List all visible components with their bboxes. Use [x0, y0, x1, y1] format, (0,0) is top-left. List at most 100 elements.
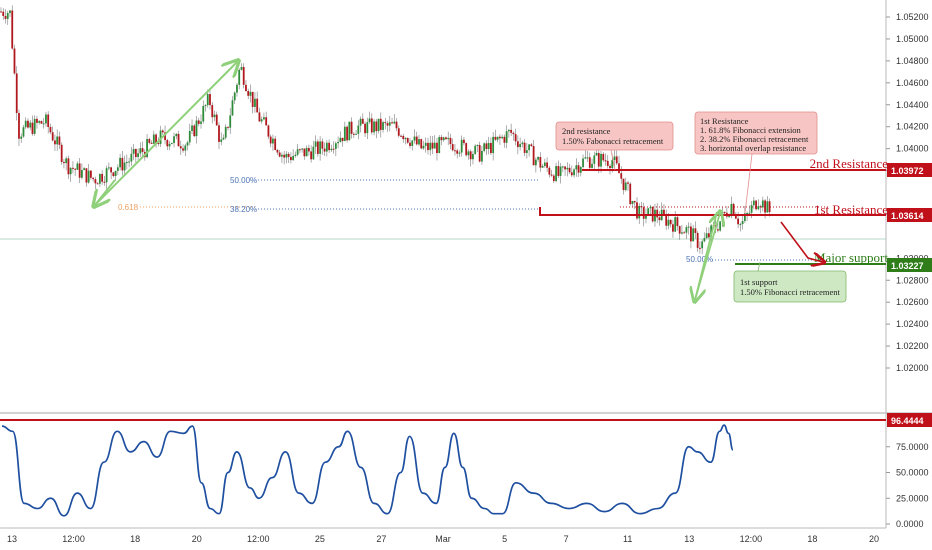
candle-body	[595, 152, 598, 156]
candle-body	[294, 154, 297, 156]
candle-body	[636, 202, 638, 219]
candle-body	[568, 167, 571, 173]
candle-body	[36, 118, 38, 123]
price-tick-label: 1.05200	[896, 12, 929, 22]
second-resistance-label: 2nd Resistance	[810, 156, 889, 171]
candle-body	[6, 13, 9, 19]
candle-body	[694, 228, 697, 233]
candle-body	[768, 201, 771, 213]
candle-body	[45, 114, 47, 124]
candle-body	[112, 172, 115, 177]
candle-body	[292, 155, 295, 161]
price-tick-label: 1.02600	[896, 297, 929, 307]
candle-body	[579, 167, 582, 173]
candle-body	[269, 136, 272, 144]
first-resistance-value: 1.03614	[891, 211, 924, 221]
candle-body	[139, 148, 142, 154]
candle-body	[730, 203, 733, 217]
candle-body	[69, 167, 72, 175]
candle-body	[631, 200, 634, 205]
candle-body	[427, 142, 429, 151]
candle-body	[721, 211, 724, 222]
svg-text:1.50% Fibonacci retracement: 1.50% Fibonacci retracement	[740, 287, 840, 297]
candle-body	[665, 214, 668, 226]
candle-body	[119, 157, 122, 168]
candle-body	[640, 206, 643, 208]
candle-body	[121, 157, 124, 171]
oscillator-level-value: 96.4444	[891, 416, 924, 426]
candle-body	[38, 121, 41, 123]
candle-body	[681, 232, 683, 234]
candle-body	[92, 177, 95, 180]
candle-body	[303, 148, 306, 157]
price-tick-label: 1.02200	[896, 341, 929, 351]
callout-second-resistance: 2nd resistance 1.50% Fabonacci retraceme…	[555, 121, 674, 171]
candle-body	[103, 181, 106, 183]
candle-body	[350, 121, 353, 134]
oscillator-axis-ticks: 75.0000 50.0000 25.0000 0.0000	[886, 442, 929, 529]
candle-body	[276, 149, 279, 153]
candle-body	[258, 112, 261, 122]
candle-body	[476, 144, 479, 146]
time-tick-label: 18	[130, 534, 140, 544]
projection-arrow-red	[780, 221, 823, 262]
candle-body	[267, 125, 270, 137]
candle-body	[584, 157, 587, 159]
candle-body	[705, 233, 708, 239]
candle-body	[314, 141, 317, 147]
candle-body	[402, 135, 405, 140]
candle-body	[613, 156, 616, 160]
candle-body	[161, 130, 164, 133]
price-axis-ticks: 1.05200 1.05000 1.04800 1.04600 1.04400 1.042…	[886, 12, 929, 373]
candle-body	[130, 153, 133, 162]
candle-body	[224, 126, 227, 138]
candle-body	[629, 183, 632, 205]
candle-body	[74, 168, 77, 170]
candle-body	[469, 151, 472, 160]
time-tick-label: 18	[807, 534, 817, 544]
candle-body	[366, 122, 369, 134]
candle-body	[710, 225, 713, 238]
price-tick-label: 1.04000	[896, 144, 929, 154]
price-panel	[0, 0, 886, 412]
candle-body	[609, 165, 611, 169]
candle-body	[168, 143, 171, 147]
candle-body	[89, 170, 92, 178]
candle-body	[458, 152, 461, 154]
candle-body	[150, 142, 153, 144]
candle-body	[319, 141, 322, 154]
candle-body	[624, 182, 627, 191]
candle-body	[391, 122, 393, 124]
candle-body	[699, 247, 701, 249]
candle-body	[94, 179, 97, 184]
candle-body	[256, 98, 259, 113]
candle-body	[298, 149, 301, 151]
candle-body	[525, 150, 528, 153]
oscillator-tick-label: 75.0000	[896, 442, 929, 452]
candle-body	[478, 144, 481, 162]
candle-body	[431, 142, 434, 149]
candle-body	[750, 205, 753, 213]
candle-body	[175, 133, 178, 137]
candle-body	[81, 170, 83, 178]
candle-body	[204, 105, 207, 107]
candle-body	[15, 73, 18, 113]
candle-body	[669, 219, 672, 225]
candle-body	[667, 219, 670, 226]
first-resistance-label: 1st Resistance	[814, 202, 888, 217]
candle-body	[546, 162, 548, 168]
candle-body	[361, 118, 364, 124]
candle-body	[519, 144, 522, 148]
candle-body	[110, 167, 113, 173]
candle-body	[337, 141, 339, 144]
svg-text:1.50% Fabonacci retracement: 1.50% Fabonacci retracement	[562, 136, 664, 146]
candle-body	[575, 165, 578, 170]
candle-body	[2, 11, 5, 17]
candle-body	[164, 132, 166, 141]
candle-body	[287, 153, 290, 157]
candle-body	[87, 170, 90, 183]
candle-body	[20, 136, 23, 139]
callout-first-support: 1st support 1.50% Fibonacci retracement	[733, 261, 847, 303]
candle-body	[63, 161, 65, 164]
